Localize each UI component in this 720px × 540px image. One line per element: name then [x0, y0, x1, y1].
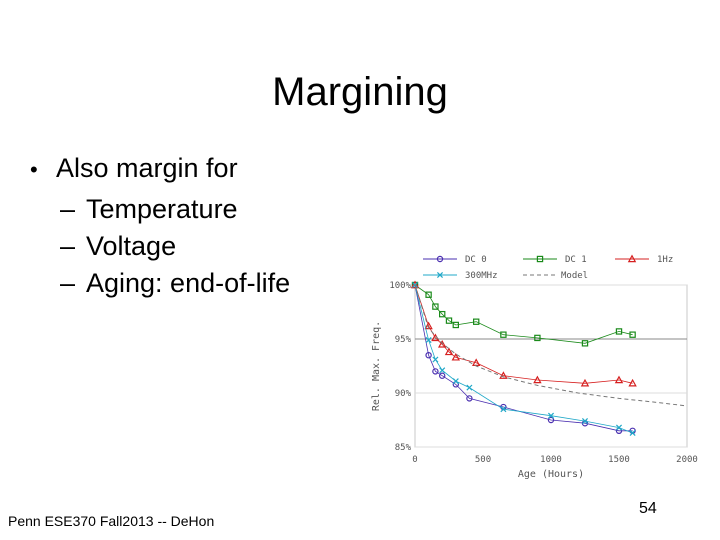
data-point — [444, 347, 454, 356]
legend-label: DC 0 — [465, 255, 487, 265]
x-tick-label: 1000 — [540, 455, 562, 465]
sub-bullet-text: Voltage — [86, 231, 177, 261]
series-line — [414, 284, 688, 407]
legend: DC 0 DC 1 1Hz 300MHz Model — [423, 254, 673, 281]
footer-text: Penn ESE370 Fall2013 -- DeHon — [8, 513, 215, 529]
data-point — [445, 317, 453, 324]
data-point — [581, 340, 589, 347]
aging-chart: DC 0 DC 1 1Hz 300MHz Model 85% 90% 95% 100% 0 500… — [371, 254, 698, 480]
data-point — [547, 412, 555, 419]
dash-marker: – — [60, 268, 76, 298]
bullet-dot: • — [30, 157, 38, 182]
legend-label: DC 1 — [565, 255, 587, 265]
y-tick-label: 95% — [395, 335, 412, 345]
x-tick-label: 1500 — [608, 455, 630, 465]
data-point — [615, 328, 623, 335]
data-point — [436, 255, 444, 263]
sub-bullet: – Aging: end-of-life — [60, 270, 290, 307]
x-tick-label: 500 — [475, 455, 491, 465]
bullet-text: Also margin for — [56, 153, 238, 183]
sub-bullet: – Temperature — [60, 196, 290, 233]
data-point — [615, 424, 623, 431]
data-point — [547, 416, 555, 424]
data-point — [438, 310, 446, 318]
bullet-list: • Also margin for – Temperature – Voltag… — [30, 155, 290, 307]
data-point — [471, 358, 481, 366]
sub-bullet: – Voltage — [60, 233, 290, 270]
data-point — [499, 371, 508, 379]
data-point — [432, 368, 439, 375]
series-layer — [410, 280, 688, 436]
grid-lines — [415, 284, 687, 448]
data-point — [425, 291, 432, 298]
data-point — [452, 321, 459, 329]
data-point — [466, 395, 473, 402]
slide-title: Margining — [272, 70, 448, 114]
bullet-item: • Also margin for — [30, 155, 290, 182]
legend-label: Model — [561, 271, 588, 281]
data-point — [500, 406, 507, 413]
data-point — [425, 337, 432, 344]
x-tick-label: 0 — [412, 455, 417, 465]
data-point — [629, 331, 636, 338]
x-axis-label: Age (Hours) — [518, 469, 584, 480]
data-point — [432, 303, 439, 310]
data-point — [472, 318, 480, 325]
series-line — [414, 284, 633, 344]
dash-marker: – — [60, 231, 76, 261]
data-point — [452, 378, 459, 385]
page-number: 54 — [639, 500, 657, 517]
y-tick-label: 100% — [389, 281, 411, 291]
data-point — [500, 331, 507, 338]
data-point — [432, 356, 439, 363]
sub-bullet-text: Aging: end-of-life — [86, 268, 291, 298]
data-point — [438, 372, 446, 379]
legend-label: 300MHz — [465, 271, 498, 281]
axes-labels: 85% 90% 95% 100% 0 500 1000 1500 2000 Age (Hours)… — [371, 281, 698, 480]
y-tick-label: 90% — [395, 389, 412, 399]
data-point — [410, 280, 420, 289]
data-point — [439, 367, 446, 374]
x-tick-label: 2000 — [676, 455, 698, 465]
sub-bullet-text: Temperature — [86, 194, 238, 224]
data-point — [436, 271, 444, 279]
y-tick-label: 85% — [395, 443, 412, 453]
data-point — [451, 352, 461, 361]
data-point — [534, 334, 541, 342]
dash-marker: – — [60, 194, 76, 224]
data-point — [533, 375, 542, 384]
data-point — [629, 429, 636, 436]
data-point — [614, 375, 624, 384]
data-point — [536, 255, 544, 263]
data-point — [425, 351, 432, 359]
data-point — [466, 384, 473, 391]
data-point — [580, 378, 590, 387]
data-point — [627, 254, 637, 263]
series-line — [414, 284, 633, 432]
data-point — [437, 339, 447, 348]
legend-label: 1Hz — [657, 255, 673, 265]
y-axis-label: Rel. Max. Freq. — [371, 321, 382, 411]
data-point — [628, 378, 637, 387]
data-point — [581, 418, 589, 425]
